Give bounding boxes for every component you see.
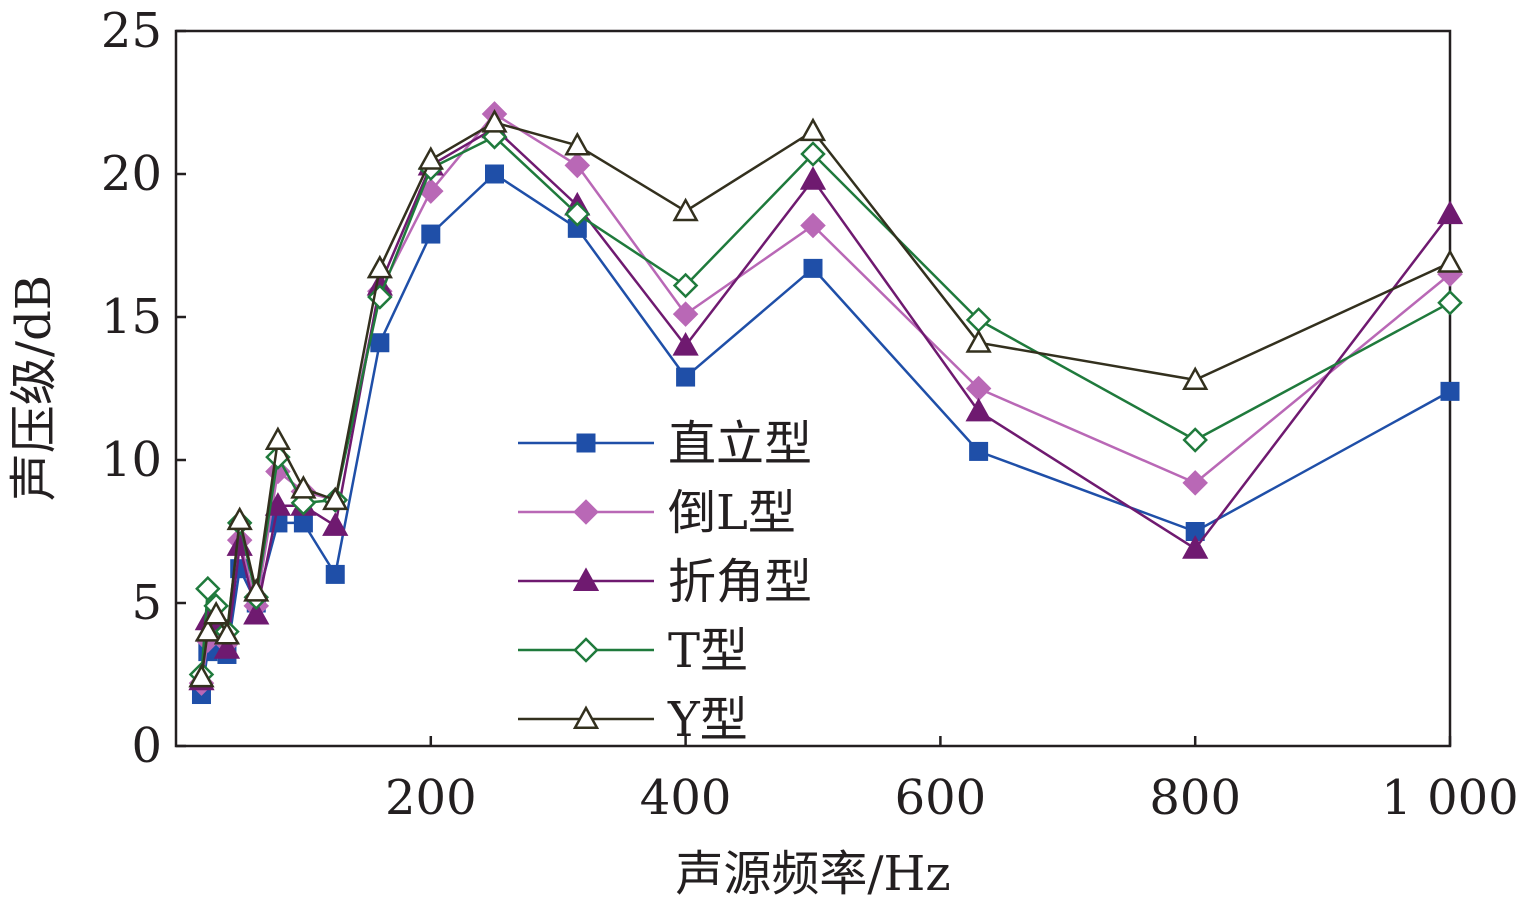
data-point <box>213 635 241 659</box>
x-axis-title: 声源频率/Hz <box>675 846 950 902</box>
data-point <box>672 197 699 222</box>
x-tick-label: 1 000 <box>1381 770 1518 826</box>
data-point <box>213 620 241 645</box>
data-point <box>188 663 215 688</box>
data-point <box>203 600 230 625</box>
data-point <box>672 272 699 299</box>
data-point <box>564 131 591 156</box>
data-point <box>421 224 441 244</box>
x-tick-label: 200 <box>385 770 477 826</box>
series-line <box>200 135 1451 675</box>
series-line <box>200 121 1451 678</box>
data-point <box>322 486 349 511</box>
series-4 <box>188 124 1463 688</box>
data-point <box>965 329 992 353</box>
data-point <box>325 564 345 584</box>
y-tick-label: 15 <box>101 289 162 345</box>
x-tick-label: 800 <box>1149 770 1241 826</box>
data-point <box>564 152 591 179</box>
data-point <box>965 397 992 422</box>
data-point <box>969 441 989 461</box>
legend-item: Y型 <box>518 692 748 748</box>
data-point <box>370 333 390 353</box>
series-5 <box>188 108 1464 688</box>
data-point <box>322 512 349 536</box>
legend-item: 倒L型 <box>518 485 796 541</box>
data-point <box>481 108 508 133</box>
data-point <box>803 258 823 278</box>
data-point <box>1182 427 1208 453</box>
legend-label: 直立型 <box>668 416 812 472</box>
x-axis: 200 400 600 800 1 000 <box>385 736 1519 826</box>
data-point <box>564 201 591 227</box>
legend-label: Y型 <box>667 692 748 748</box>
y-axis: 0 5 10 15 20 25 <box>101 3 186 774</box>
legend-item: 折角型 <box>518 554 812 610</box>
series-1 <box>191 164 1460 705</box>
data-point <box>417 146 444 170</box>
data-point <box>676 367 696 387</box>
series-layer <box>188 101 1464 705</box>
y-axis-title: 声压级/dB <box>6 275 62 501</box>
y-tick-label: 20 <box>101 146 162 202</box>
legend-label: 折角型 <box>668 554 812 610</box>
legend-marker <box>572 705 600 730</box>
y-tick-label: 25 <box>101 3 162 59</box>
data-point <box>1182 366 1209 390</box>
data-point <box>1182 535 1209 559</box>
data-point <box>485 164 504 184</box>
data-point <box>195 575 221 602</box>
legend-marker <box>572 567 600 592</box>
legend-item: T型 <box>518 623 748 679</box>
x-tick-label: 600 <box>895 770 987 826</box>
data-point <box>1440 381 1460 401</box>
data-point <box>672 332 699 356</box>
data-point <box>226 506 253 531</box>
data-point <box>672 301 699 327</box>
data-point <box>264 426 292 451</box>
data-point <box>1182 470 1208 496</box>
data-point <box>799 166 827 190</box>
legend-label: T型 <box>668 623 748 679</box>
data-point <box>799 117 827 142</box>
data-point <box>243 577 270 602</box>
data-point <box>800 212 826 239</box>
data-point <box>243 600 270 625</box>
legend-item: 直立型 <box>518 416 812 472</box>
data-point <box>366 254 393 279</box>
x-tick-label: 400 <box>640 770 732 826</box>
data-point <box>290 475 317 499</box>
legend-label: 倒L型 <box>668 485 796 541</box>
legend-marker <box>573 499 599 525</box>
y-tick-label: 10 <box>101 432 162 488</box>
series-3 <box>188 114 1464 691</box>
data-point <box>264 492 292 516</box>
data-point <box>194 618 221 642</box>
data-point <box>1436 249 1464 273</box>
data-point <box>1436 200 1464 225</box>
y-tick-label: 5 <box>131 575 162 631</box>
data-point <box>1437 289 1463 316</box>
legend-marker <box>576 433 596 453</box>
data-point <box>293 513 313 533</box>
legend-marker <box>573 637 599 663</box>
data-point <box>800 141 826 167</box>
y-tick-label: 0 <box>131 718 162 774</box>
